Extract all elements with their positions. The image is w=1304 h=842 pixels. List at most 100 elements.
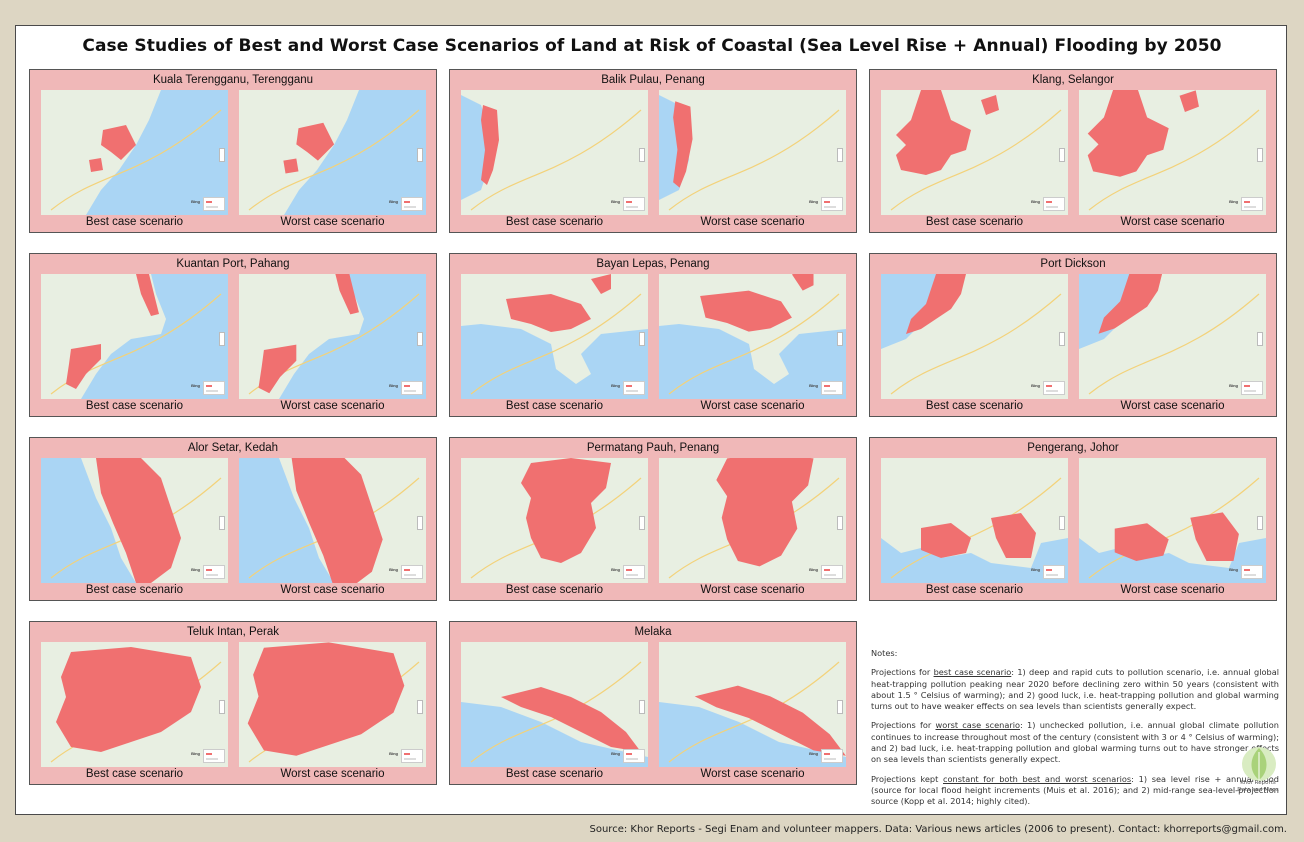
- road-line: [668, 293, 840, 395]
- land-area: [1079, 274, 1266, 399]
- road-line: [668, 661, 840, 763]
- zoom-control[interactable]: [1059, 516, 1065, 530]
- notes-best-case: Projections for best case scenario: 1) d…: [871, 667, 1279, 712]
- panel-location-title: Klang, Selangor: [1032, 74, 1114, 86]
- map-legend: [821, 749, 843, 763]
- zoom-control[interactable]: [837, 700, 843, 714]
- map-legend: [203, 565, 225, 579]
- worst-case-map[interactable]: Bing: [239, 90, 426, 215]
- road-line: [248, 109, 420, 211]
- best-case-map[interactable]: Bing: [881, 274, 1068, 399]
- best-case-caption: Best case scenario: [85, 400, 184, 412]
- worst-case-map[interactable]: Bing: [659, 90, 846, 215]
- map-legend: [401, 197, 423, 211]
- worst-case-caption: Worst case scenario: [700, 768, 805, 780]
- map-attribution: Bing: [1229, 567, 1238, 572]
- flood-risk-area: [506, 274, 611, 332]
- best-case-map[interactable]: Bing: [41, 90, 228, 215]
- panel-location-title: Kuantan Port, Pahang: [176, 258, 290, 270]
- map-legend: [623, 565, 645, 579]
- worst-case-map[interactable]: Bing: [659, 642, 846, 767]
- panel-location-title: Pengerang, Johor: [1027, 442, 1119, 454]
- case-study-panel: Kuantan Port, Pahang Bing Bing Best case sc…: [29, 253, 437, 417]
- flood-risk-area: [1114, 512, 1239, 561]
- worst-case-map[interactable]: Bing: [1079, 274, 1266, 399]
- road-line: [1088, 109, 1260, 211]
- map-attribution: Bing: [389, 751, 398, 756]
- map-attribution: Bing: [611, 383, 620, 388]
- worst-case-caption: Worst case scenario: [280, 768, 385, 780]
- zoom-control[interactable]: [837, 148, 843, 162]
- best-case-map[interactable]: Bing: [461, 458, 648, 583]
- case-study-panel: Pengerang, Johor Bing Bing Best case scenar…: [869, 437, 1277, 601]
- zoom-control[interactable]: [417, 332, 423, 346]
- zoom-control[interactable]: [417, 148, 423, 162]
- best-case-map[interactable]: Bing: [881, 458, 1068, 583]
- zoom-control[interactable]: [417, 700, 423, 714]
- map-legend: [623, 197, 645, 211]
- source-footer: Source: Khor Reports - Segi Enam and vol…: [589, 824, 1288, 835]
- worst-case-map[interactable]: Bing: [239, 642, 426, 767]
- map-attribution: Bing: [191, 751, 200, 756]
- zoom-control[interactable]: [639, 516, 645, 530]
- worst-case-map[interactable]: Bing: [1079, 90, 1266, 215]
- best-case-map[interactable]: Bing: [461, 642, 648, 767]
- map-legend: [1043, 197, 1065, 211]
- worst-case-map[interactable]: Bing: [239, 274, 426, 399]
- worst-case-map[interactable]: Bing: [1079, 458, 1266, 583]
- best-case-map[interactable]: Bing: [881, 90, 1068, 215]
- land-area: [239, 90, 359, 215]
- worst-case-caption: Worst case scenario: [1120, 216, 1225, 228]
- map-legend: [1043, 565, 1065, 579]
- zoom-control[interactable]: [417, 516, 423, 530]
- map-legend: [821, 565, 843, 579]
- flood-risk-area: [921, 513, 1036, 558]
- notes-heading: Notes:: [871, 648, 898, 658]
- panel-location-title: Alor Setar, Kedah: [187, 442, 279, 454]
- best-case-map[interactable]: Bing: [41, 274, 228, 399]
- road-line: [890, 109, 1062, 211]
- map-legend: [1043, 381, 1065, 395]
- best-case-caption: Best case scenario: [505, 400, 604, 412]
- map-attribution: Bing: [389, 567, 398, 572]
- zoom-control[interactable]: [219, 148, 225, 162]
- logo-line-1: Khor Reports: [1240, 780, 1276, 786]
- zoom-control[interactable]: [1257, 148, 1263, 162]
- zoom-control[interactable]: [1059, 332, 1065, 346]
- land-area: [881, 274, 1068, 399]
- zoom-control[interactable]: [1257, 332, 1263, 346]
- flood-risk-area: [906, 274, 966, 334]
- best-case-map[interactable]: Bing: [41, 642, 228, 767]
- zoom-control[interactable]: [639, 148, 645, 162]
- flood-risk-area: [716, 458, 814, 567]
- best-case-map[interactable]: Bing: [461, 274, 648, 399]
- case-study-panel: Kuala Terengganu, Terengganu Bing Bing Best…: [29, 69, 437, 233]
- zoom-control[interactable]: [219, 332, 225, 346]
- zoom-control[interactable]: [639, 700, 645, 714]
- map-attribution: Bing: [1031, 199, 1040, 204]
- best-case-caption: Best case scenario: [505, 584, 604, 596]
- worst-case-caption: Worst case scenario: [280, 216, 385, 228]
- worst-case-map[interactable]: Bing: [239, 458, 426, 583]
- worst-case-map[interactable]: Bing: [659, 274, 846, 399]
- zoom-control[interactable]: [639, 332, 645, 346]
- case-study-panel: Port Dickson Bing Bing Best case scenario Wo…: [869, 253, 1277, 417]
- worst-case-map[interactable]: Bing: [659, 458, 846, 583]
- zoom-control[interactable]: [1257, 516, 1263, 530]
- zoom-control[interactable]: [219, 700, 225, 714]
- zoom-control[interactable]: [219, 516, 225, 530]
- zoom-control[interactable]: [837, 516, 843, 530]
- best-case-caption: Best case scenario: [925, 216, 1024, 228]
- land-area: [1079, 458, 1266, 568]
- flood-risk-area: [258, 274, 359, 394]
- zoom-control[interactable]: [837, 332, 843, 346]
- best-case-map[interactable]: Bing: [41, 458, 228, 583]
- best-case-caption: Best case scenario: [85, 216, 184, 228]
- worst-case-caption: Worst case scenario: [700, 400, 805, 412]
- zoom-control[interactable]: [1059, 148, 1065, 162]
- map-attribution: Bing: [611, 567, 620, 572]
- worst-case-caption: Worst case scenario: [700, 216, 805, 228]
- best-case-map[interactable]: Bing: [461, 90, 648, 215]
- panel-location-title: Bayan Lepas, Penang: [596, 258, 710, 270]
- logo-line-2: Data and Maps: [1237, 786, 1279, 793]
